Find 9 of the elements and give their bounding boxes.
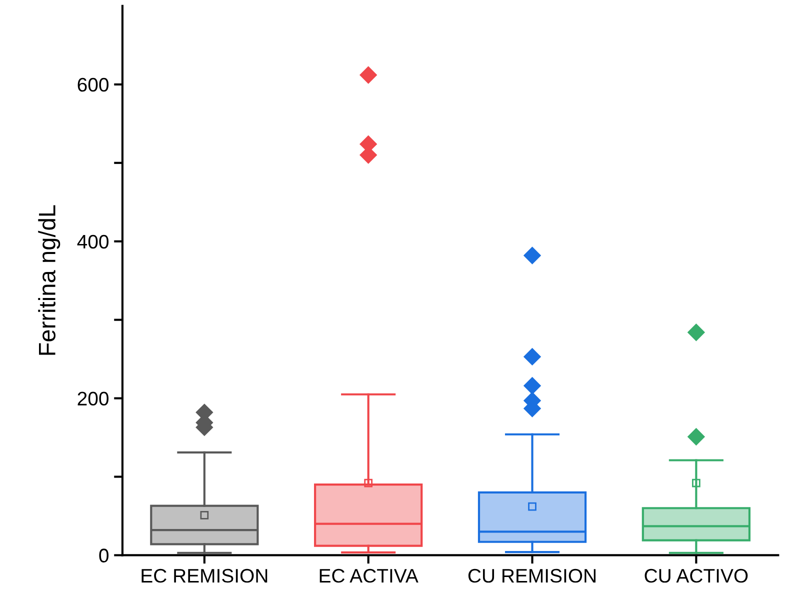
- y-axis-title: Ferritina ng/dL: [38, 205, 60, 355]
- x-tick-label: CU ACTIVO: [644, 568, 748, 583]
- y-tick-label: 400: [77, 234, 108, 249]
- y-tick-label: 200: [78, 392, 108, 406]
- x-tick-label: CU REMISION: [468, 568, 596, 583]
- y-tick-label: 600: [78, 78, 108, 92]
- x-tick-label: EC ACTIVA: [320, 568, 418, 583]
- x-tick-label: EC REMISION: [142, 568, 268, 583]
- y-tick-label: 0: [99, 548, 108, 562]
